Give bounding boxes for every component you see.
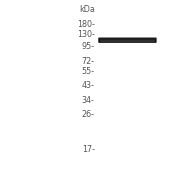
Text: 180-: 180- xyxy=(77,20,95,29)
FancyBboxPatch shape xyxy=(100,40,155,42)
Text: 34-: 34- xyxy=(82,96,95,105)
Text: 95-: 95- xyxy=(82,42,95,51)
Text: 17-: 17- xyxy=(82,145,95,154)
Text: 55-: 55- xyxy=(82,67,95,76)
Text: 130-: 130- xyxy=(77,30,95,39)
FancyBboxPatch shape xyxy=(98,38,157,43)
Text: 43-: 43- xyxy=(82,81,95,90)
Text: kDa: kDa xyxy=(79,5,95,14)
Text: 72-: 72- xyxy=(82,57,95,66)
Text: 26-: 26- xyxy=(82,110,95,119)
